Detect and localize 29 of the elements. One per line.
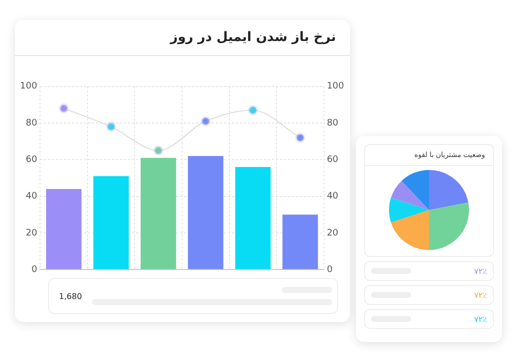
bar	[188, 156, 224, 270]
y-tick-label: 20	[26, 228, 38, 238]
y2-tick-label: 100	[326, 82, 344, 92]
y2-tick-label: 40	[326, 192, 339, 202]
y2-tick-label: 60	[326, 155, 339, 166]
text: ۷۲٪	[474, 314, 487, 324]
bar	[235, 167, 271, 270]
y-tick-label: 80	[26, 118, 38, 128]
y2-tick-label: 80	[326, 118, 339, 128]
point	[248, 105, 258, 116]
bar	[93, 176, 129, 270]
point	[106, 122, 116, 132]
y-tick-label: 100	[20, 82, 38, 92]
y-tick-label: 60	[26, 155, 38, 166]
y2-tick-label: 20	[326, 228, 339, 238]
text: 1,680	[59, 292, 82, 300]
text: ۷۲٪	[474, 290, 487, 300]
point	[58, 103, 69, 114]
text: ۷۲٪	[474, 266, 487, 276]
chart-title: نرخ باز شدن ایمیل در روز	[15, 20, 350, 56]
bar	[282, 214, 318, 270]
y2-tick-label: 0	[326, 264, 333, 275]
bar	[46, 188, 82, 270]
y-tick-label: 40	[26, 192, 38, 202]
bar	[140, 158, 176, 270]
point	[153, 146, 164, 156]
point	[200, 116, 211, 126]
point	[295, 132, 306, 143]
y-tick-label: 0	[31, 264, 38, 275]
